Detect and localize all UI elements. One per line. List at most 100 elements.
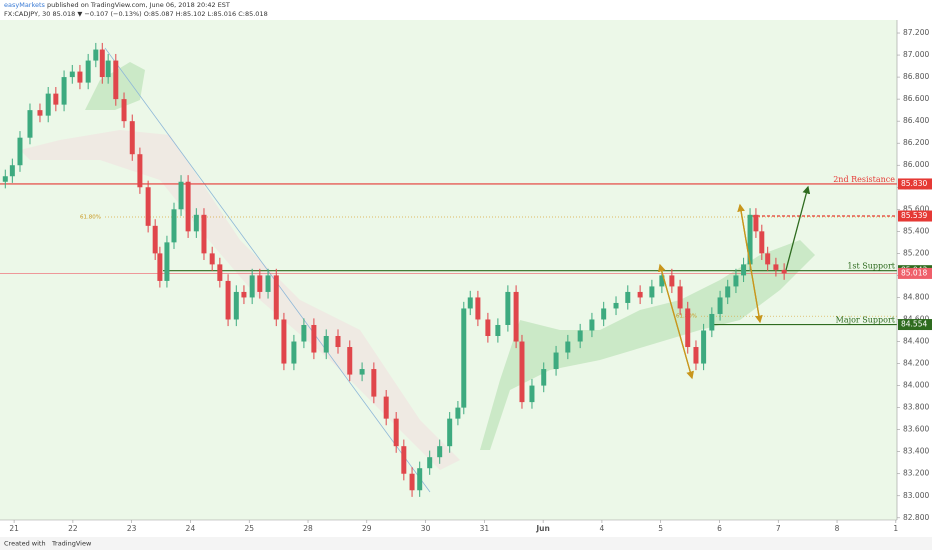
candle-body (725, 286, 731, 298)
level-name: 1st Support (847, 262, 895, 271)
candle-body (129, 121, 135, 155)
x-tick-label: 5 (658, 524, 663, 533)
candle-body (241, 291, 247, 298)
candle-body (417, 468, 423, 491)
candle-body (99, 49, 105, 78)
candle-body (281, 319, 287, 364)
cloud (20, 130, 460, 470)
candle-body (152, 225, 158, 254)
candle-body (601, 308, 607, 320)
candle-body (437, 446, 443, 458)
x-tick-label: 4 (600, 524, 605, 533)
y-tick-label: 85.600 (903, 204, 929, 213)
candle-body (157, 253, 163, 281)
y-tick-label: 84.200 (903, 359, 929, 368)
candle-body (291, 341, 297, 364)
y-tick-label: 87.200 (903, 28, 929, 37)
published: published on TradingView.com, June 06, 2… (47, 1, 230, 9)
candle-body (553, 352, 559, 370)
candle-body (113, 60, 119, 100)
level-name: 2nd Resistance (833, 175, 895, 184)
candle-body (178, 181, 184, 210)
candle-body (753, 214, 759, 232)
y-tick-label: 87.000 (903, 50, 929, 59)
candle-body (467, 297, 473, 309)
candle-body (37, 110, 43, 116)
price-label: 85.018 (901, 268, 927, 277)
candle-body (717, 297, 723, 314)
candle-body (137, 154, 143, 188)
x-tick-label: 8 (835, 524, 840, 533)
y-tick-label: 86.200 (903, 138, 929, 147)
candle-body (677, 286, 683, 309)
candle-body (759, 231, 765, 254)
price-label: 84.554 (901, 320, 927, 329)
candle-body (455, 407, 461, 419)
arrow (739, 204, 763, 324)
candle-body (625, 291, 631, 303)
price-box (898, 319, 932, 331)
publisher: easyMarkets (4, 1, 46, 9)
candle-body (685, 308, 691, 348)
candle-body (637, 291, 643, 298)
fib-label: 61.80% (80, 215, 101, 221)
x-tick-label: 29 (362, 524, 372, 533)
candle-body (217, 264, 223, 281)
candle-body (301, 324, 307, 342)
candle-body (273, 275, 279, 320)
candle-body (733, 275, 739, 287)
candle-body (249, 275, 255, 298)
candle-body (659, 275, 665, 287)
x-tick-label: 21 (9, 524, 19, 533)
trend-line (104, 47, 431, 493)
y-tick-label: 84.600 (903, 314, 929, 323)
y-tick-label: 86.400 (903, 116, 929, 125)
candle-body (164, 242, 170, 281)
candle-body (401, 446, 407, 474)
x-tick-label: 24 (186, 524, 196, 533)
candle-body (383, 396, 389, 419)
footer-brand: TradingView (51, 540, 92, 548)
candle-body (225, 280, 231, 320)
candle-body (393, 418, 399, 447)
x-tick-label: 22 (68, 524, 78, 533)
price-label: 85.830 (901, 179, 927, 188)
candle-body (781, 269, 787, 274)
candle-body (565, 341, 571, 353)
candle-body (85, 60, 91, 83)
y-tick-label: 83.800 (903, 403, 929, 412)
arrow (785, 185, 811, 271)
candle-body (27, 110, 33, 138)
candle-body (9, 165, 15, 177)
series: 61.80%61.80% (0, 42, 897, 497)
footer (0, 537, 932, 550)
candle-body (265, 275, 271, 292)
candle-body (529, 385, 535, 403)
candle-body (311, 324, 317, 353)
y-tick-label: 86.800 (903, 72, 929, 81)
candle-body (201, 214, 207, 254)
candle-body (427, 457, 433, 469)
header: easyMarkets published on TradingView.com… (4, 1, 230, 9)
candle-body (257, 275, 263, 292)
candle-body (589, 319, 595, 331)
candle-body (461, 308, 467, 408)
candle-body (649, 286, 655, 298)
candle-body (61, 77, 67, 105)
candle-body (185, 181, 191, 232)
x-tick-label: 30 (421, 524, 431, 533)
candle-body (209, 253, 215, 265)
candle-body (69, 71, 75, 78)
candle-body (2, 176, 8, 182)
candle-body (121, 99, 127, 122)
candle-body (193, 214, 199, 232)
price-box (898, 178, 932, 190)
arrows (658, 185, 811, 380)
candle-body (371, 369, 377, 397)
candle-body (495, 324, 501, 337)
y-tick-label: 83.400 (903, 447, 929, 456)
x-tick-label: 25 (244, 524, 254, 533)
price-box (898, 210, 932, 222)
price-box (898, 267, 932, 279)
